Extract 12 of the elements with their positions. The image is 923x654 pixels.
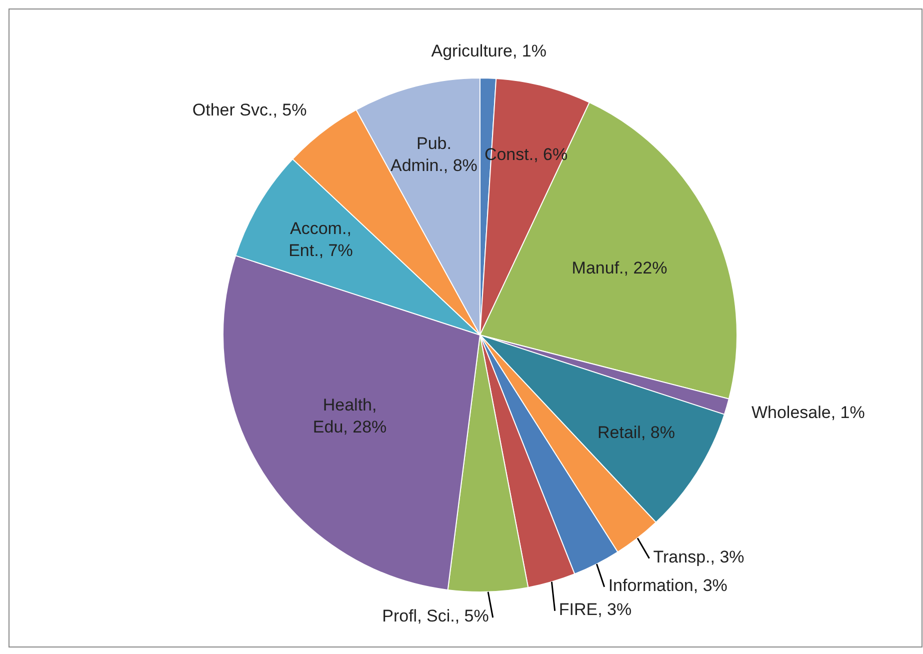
slice-label: Accom., Ent., 7% [288, 219, 353, 260]
slice-label: Health, Edu, 28% [312, 396, 387, 438]
slice-label: Information, 3% [608, 576, 728, 596]
slice-label: Retail, 8% [597, 424, 675, 443]
slice-label: FIRE, 3% [558, 600, 632, 620]
slice-label: Agriculture, 1% [431, 42, 547, 61]
slice-label: Wholesale, 1% [751, 403, 865, 422]
slice-label: Manuf., 22% [572, 258, 668, 278]
slice-label: Transp., 3% [653, 548, 744, 567]
slice-label: Pub. Admin., 8% [390, 134, 478, 176]
slice-label: Other Svc., 5% [192, 101, 307, 120]
slice-label: Profl, Sci., 5% [382, 607, 489, 626]
